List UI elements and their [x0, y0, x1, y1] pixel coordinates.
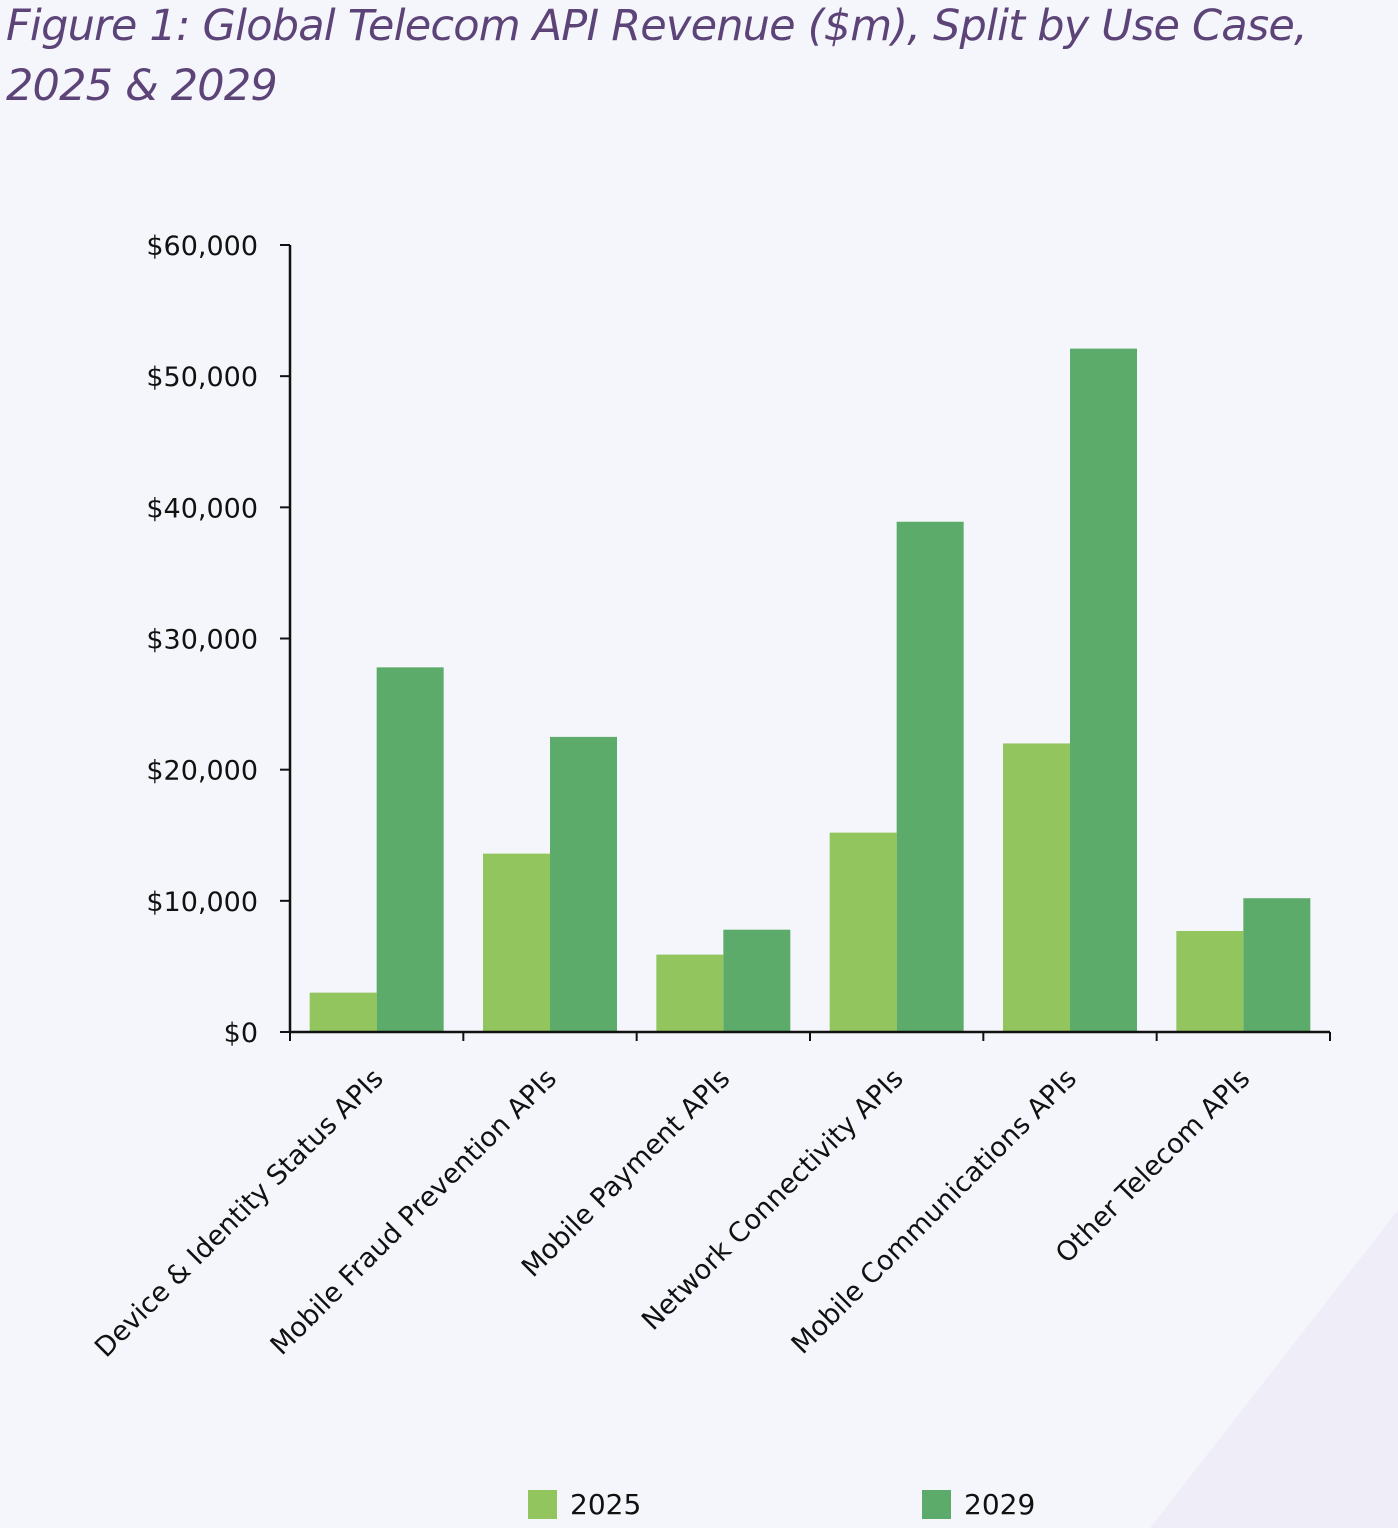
x-category-label: Other Telecom APIs — [1050, 1063, 1256, 1269]
bar-2029-3 — [723, 929, 791, 1032]
y-axis: $0 $10,000 $20,000 $30,000 $40,000 $50,000 $60… — [146, 231, 292, 1049]
x-category-label: Mobile Fraud Prevention APIs — [265, 1063, 563, 1361]
bars — [309, 348, 1311, 1032]
bar-2025-4 — [829, 832, 897, 1032]
y-tick-label: $60,000 — [146, 231, 258, 262]
bar-2025-2 — [483, 853, 550, 1032]
bar-2025-1 — [309, 992, 377, 1032]
legend-swatch-2029 — [922, 1490, 951, 1519]
bar-2029-1 — [376, 667, 444, 1032]
y-tick-label: $40,000 — [146, 493, 258, 524]
legend-label-2025: 2025 — [570, 1488, 641, 1521]
y-tick-label: $50,000 — [146, 362, 258, 393]
bar-2029-2 — [550, 736, 617, 1032]
chart-title: Figure 1: Global Telecom API Revenue ($m… — [6, 1, 1308, 111]
y-tick-label: $10,000 — [146, 887, 258, 918]
y-tick-label: $20,000 — [146, 756, 258, 787]
legend-swatch-2025 — [528, 1490, 557, 1519]
y-tick-label: $30,000 — [146, 625, 258, 656]
x-category-label: Device & Identity Status APIs — [89, 1063, 390, 1364]
x-category-label: Mobile Communications APIs — [786, 1063, 1083, 1360]
bar-2029-5 — [1070, 348, 1137, 1032]
bar-2025-3 — [656, 954, 724, 1032]
y-tick-label: $0 — [224, 1018, 258, 1049]
legend-label-2029: 2029 — [964, 1488, 1035, 1521]
bar-2025-6 — [1176, 931, 1244, 1032]
bar-2029-6 — [1243, 898, 1311, 1032]
bar-2029-4 — [896, 521, 964, 1032]
legend: 2025 2029 — [528, 1488, 1035, 1521]
bar-2025-5 — [1003, 743, 1070, 1032]
